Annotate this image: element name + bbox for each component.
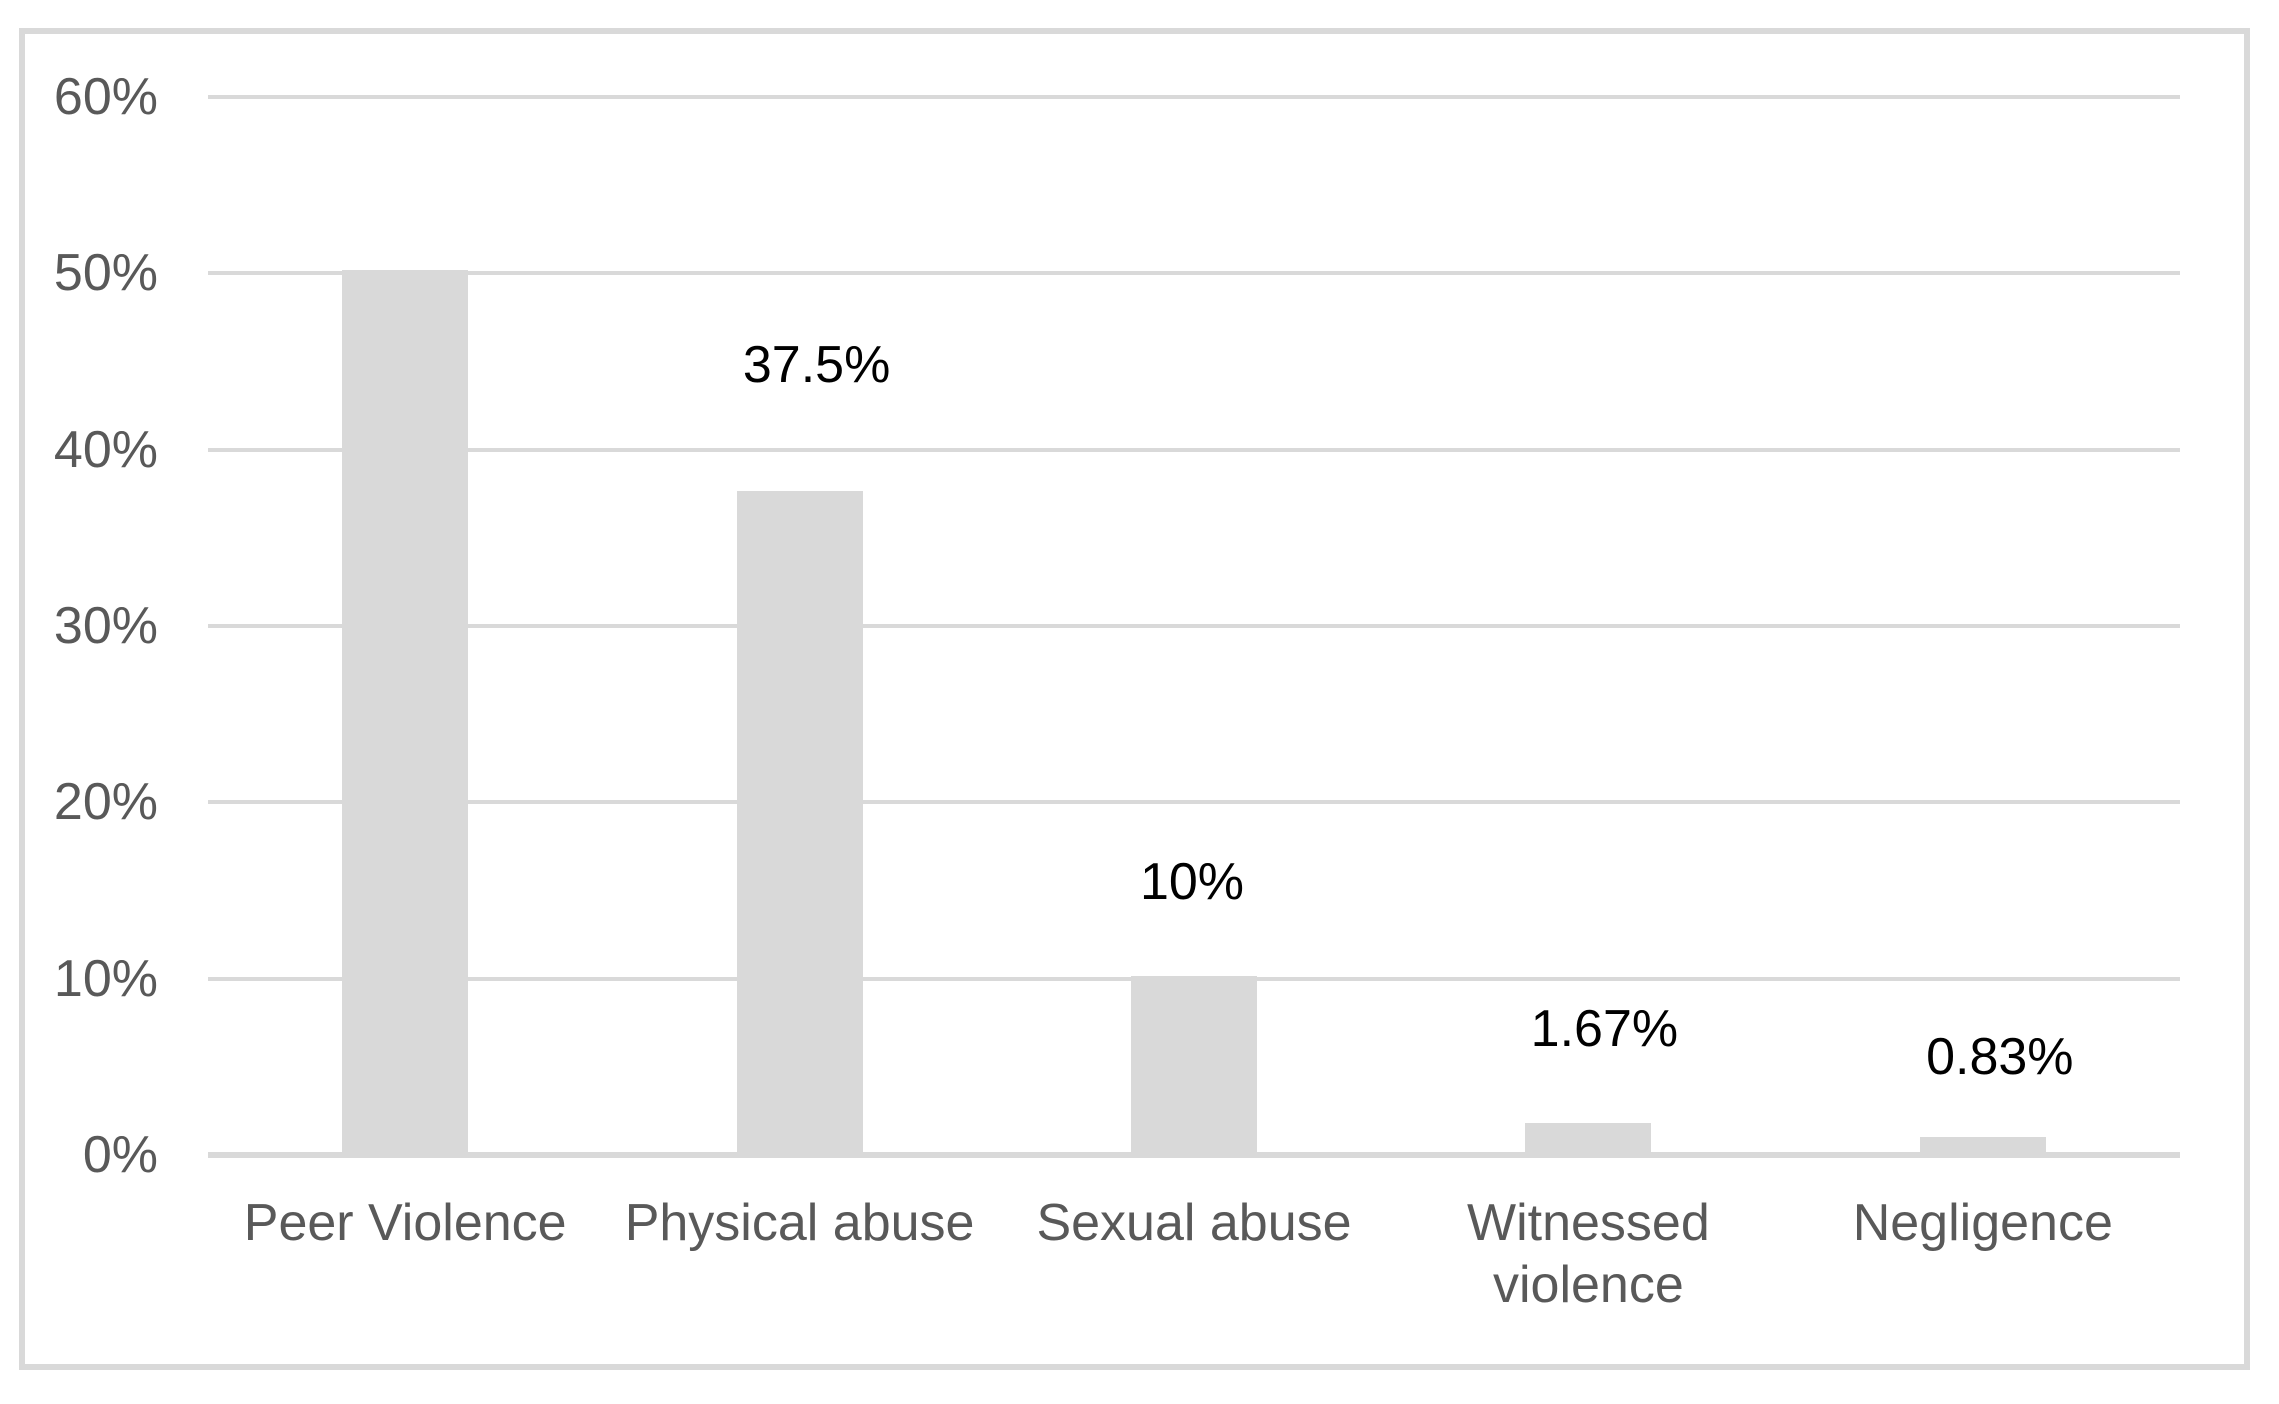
y-axis-tick-label: 50% — [53, 244, 158, 303]
gridline — [208, 624, 2180, 628]
bar-witnessed-violence — [1525, 1123, 1651, 1152]
gridline — [208, 95, 2180, 99]
x-axis-label-negligence: Negligence — [1852, 1194, 2113, 1252]
x-axis-label-peer-violence: Peer Violence — [243, 1194, 567, 1252]
data-label-negligence: 0.83% — [1926, 1028, 2074, 1086]
bar-sexual-abuse — [1131, 976, 1257, 1152]
y-axis-tick-label: 0% — [82, 1126, 158, 1184]
x-axis-line — [208, 1152, 2180, 1158]
y-axis-tick-label: 10% — [53, 949, 158, 1008]
x-axis-label-physical-abuse: Physical abuse — [624, 1194, 975, 1252]
x-axis-label-sexual-abuse: Sexual abuse — [1036, 1194, 1352, 1252]
data-label-witnessed-violence: 1.67% — [1530, 1000, 1679, 1058]
gridline — [208, 271, 2180, 276]
bar-negligence — [1920, 1137, 2046, 1152]
y-axis-tick-label: 40% — [53, 420, 158, 479]
x-axis-label-witnessed-violence: Witnessed violence — [1467, 1194, 1710, 1314]
bar-physical-abuse — [737, 491, 863, 1152]
gridline — [208, 800, 2180, 805]
data-label-physical-abuse: 37.5% — [742, 336, 891, 394]
y-axis-tick-label: 60% — [53, 68, 158, 126]
gridline — [208, 447, 2180, 452]
y-axis-tick-label: 30% — [53, 597, 158, 655]
bar-peer-violence — [342, 270, 468, 1152]
data-label-sexual-abuse: 10% — [1139, 853, 1245, 911]
y-axis-tick-label: 20% — [53, 773, 158, 832]
